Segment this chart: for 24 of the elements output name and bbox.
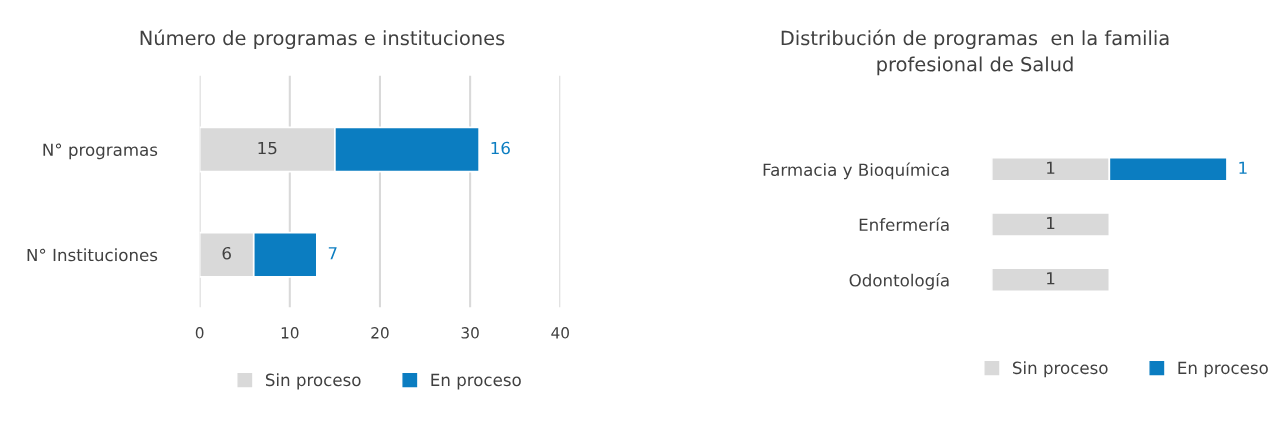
x-tick-label: 30 <box>461 327 479 339</box>
y-tick-label: Farmacia y Bioquímica <box>763 162 949 180</box>
legend-label: Sin proceso <box>265 373 361 390</box>
legend-label: Sin proceso <box>1012 361 1108 378</box>
data-label: 1 <box>1047 272 1055 285</box>
x-tick-label: 10 <box>281 327 299 339</box>
y-tick-label: N° programas <box>43 143 158 160</box>
data-label: 1 <box>1239 161 1247 174</box>
data-label: 15 <box>258 141 277 155</box>
data-label: 1 <box>1047 216 1055 230</box>
y-tick-label: N° Instituciones <box>27 248 158 262</box>
x-tick-label: 40 <box>551 327 569 339</box>
chart-title: Número de programas e instituciones <box>140 29 505 50</box>
data-label: 16 <box>491 141 510 155</box>
data-label: 7 <box>328 247 337 260</box>
y-tick-label: Enfermería <box>859 217 949 232</box>
y-tick-label: Odontología <box>849 273 949 290</box>
x-tick-label: 20 <box>371 327 389 339</box>
legend-label: En proceso <box>1178 361 1268 378</box>
chart-title: Distribución de programas en la familia profesional de Salud <box>781 29 1169 76</box>
x-tick-label: 0 <box>195 327 204 339</box>
legend-label: En proceso <box>431 373 521 390</box>
data-label: 1 <box>1047 161 1055 174</box>
data-label: 6 <box>222 246 231 260</box>
